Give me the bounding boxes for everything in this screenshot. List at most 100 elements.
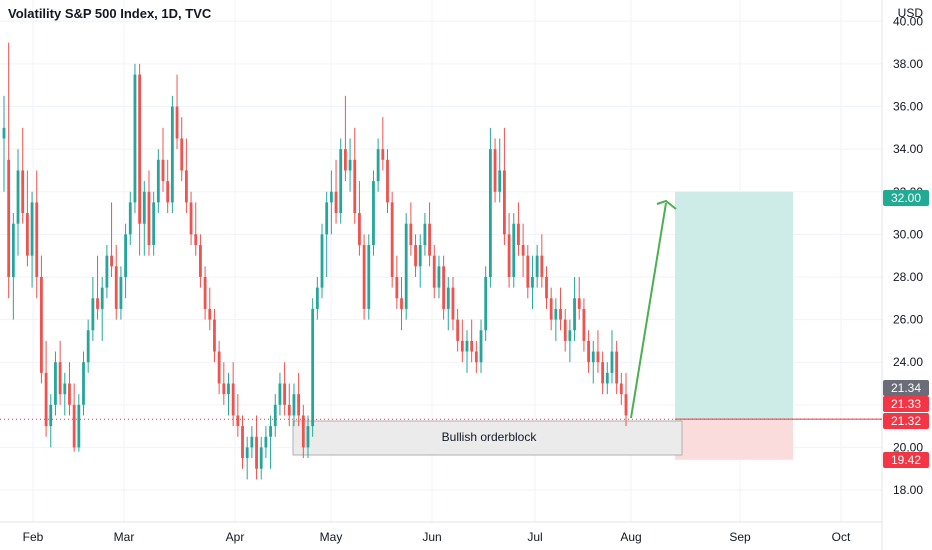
candle (91, 276, 95, 341)
chart-title: Volatility S&P 500 Index, 1D, TVC (8, 6, 212, 21)
candle (414, 234, 417, 277)
candle (278, 372, 282, 416)
candle (287, 383, 291, 427)
candle-body (367, 245, 371, 309)
overlay-lines (0, 199, 882, 420)
candle (456, 308, 460, 352)
candle-body (25, 213, 29, 256)
candle-body (231, 383, 235, 416)
candle (96, 255, 99, 320)
candle (124, 223, 127, 299)
candle-body (343, 149, 347, 171)
candle-body (615, 351, 619, 384)
candle (161, 127, 165, 192)
price-badge: 32.00 (883, 190, 929, 206)
candle-body (68, 383, 71, 405)
candle-body (297, 394, 301, 416)
candle (540, 234, 544, 288)
candle-body (259, 447, 263, 469)
price-badge: 21.33 (883, 396, 929, 412)
candle-body (199, 245, 202, 277)
candle (306, 415, 310, 459)
candle (517, 202, 520, 256)
time-axis[interactable]: Feb Mar Apr May Jun Jul Aug Sep Oct (23, 530, 851, 544)
candle (488, 127, 492, 288)
candle-body (437, 266, 441, 288)
candle (11, 213, 15, 320)
candle (591, 340, 595, 384)
candle-body (339, 149, 343, 214)
candle-body (507, 234, 511, 277)
candle (554, 298, 558, 341)
candle (470, 319, 474, 363)
candle (395, 255, 399, 309)
candle-body (503, 170, 506, 235)
candle (615, 340, 619, 395)
candle-body (596, 351, 600, 363)
candle-body (264, 436, 268, 448)
candle (577, 276, 581, 320)
candle (437, 255, 441, 299)
candle-body (208, 308, 212, 320)
candle (404, 213, 408, 320)
candle-body (540, 255, 544, 277)
candle-body (194, 234, 198, 246)
candle (63, 372, 67, 416)
candle-body (175, 106, 179, 139)
candle (7, 42, 11, 299)
candle-body (54, 362, 57, 405)
candle (320, 223, 324, 299)
candle (213, 308, 216, 363)
candle-body (7, 159, 11, 277)
candle-body (587, 340, 590, 363)
candle (545, 266, 548, 309)
x-tick-label: Sep (729, 530, 751, 544)
price-badge: 21.32 (883, 413, 929, 429)
currency-label: USD (898, 6, 924, 20)
candle (68, 362, 71, 416)
candle (507, 213, 511, 288)
x-tick-label: Apr (226, 530, 245, 544)
candle-body (432, 255, 436, 288)
candle (587, 330, 590, 373)
candle (133, 63, 137, 214)
candle (231, 362, 235, 427)
y-tick-label: 18.00 (893, 483, 923, 497)
candle-body (493, 149, 497, 192)
price-badge: 21.34 (883, 380, 929, 396)
candle-body (549, 298, 553, 320)
candle (273, 394, 277, 437)
grid-lines (0, 0, 883, 550)
price-axis[interactable]: 18.0020.0022.0024.0026.0028.0030.0032.00… (893, 6, 923, 497)
candle-body (287, 404, 291, 416)
candle-body (353, 159, 357, 214)
candle (563, 308, 567, 352)
candle-body (320, 234, 324, 288)
candle-body (624, 394, 628, 416)
candle-body (170, 106, 174, 203)
candle-body (301, 415, 305, 448)
candle (348, 138, 352, 192)
candle-body (86, 330, 90, 363)
candle-body (610, 351, 614, 373)
y-tick-label: 34.00 (893, 142, 923, 156)
candle-body (428, 223, 431, 256)
candle-body (63, 383, 67, 395)
candle (334, 159, 338, 224)
candle (610, 330, 614, 384)
candle-body (40, 276, 43, 373)
candle-body (348, 159, 352, 171)
candle (460, 319, 464, 363)
candle-body (114, 266, 118, 309)
candle (119, 266, 123, 320)
candle-body (381, 149, 385, 160)
x-tick-label: Jul (527, 530, 542, 544)
candle-body (124, 234, 127, 277)
candles (2, 42, 628, 480)
candle (283, 362, 287, 416)
candle (465, 330, 469, 373)
candle (339, 138, 343, 224)
candle-body (283, 383, 287, 405)
candle-body (563, 319, 567, 341)
